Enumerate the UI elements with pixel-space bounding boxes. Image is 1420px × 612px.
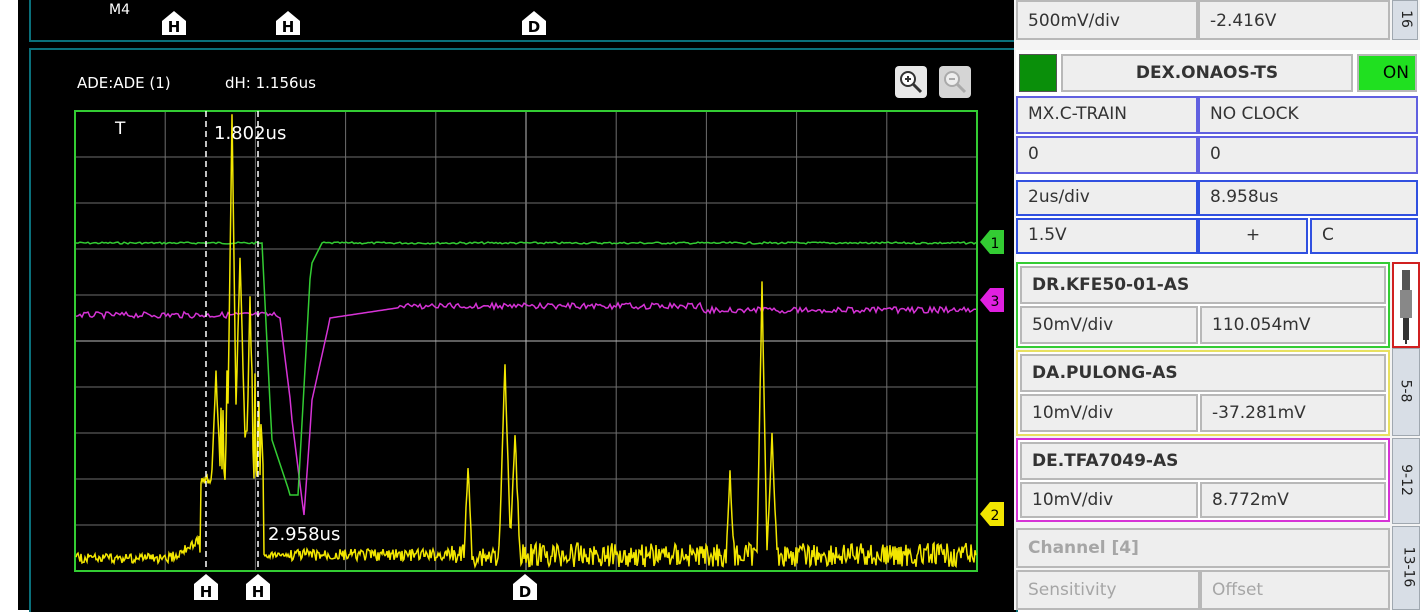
probe-button[interactable] xyxy=(1392,262,1420,348)
m4-label: M4 xyxy=(109,2,130,18)
on-toggle[interactable]: ON xyxy=(1357,54,1417,92)
mode-field[interactable]: MX.C-TRAIN xyxy=(1016,96,1198,134)
h-marker-icon[interactable]: H xyxy=(194,574,218,601)
zoom-out-icon xyxy=(944,71,967,94)
svg-text:D: D xyxy=(519,583,531,601)
tab-13-16-top[interactable]: 16 xyxy=(1392,0,1418,40)
trigger-label: T xyxy=(114,119,126,139)
zoom-in-icon xyxy=(900,71,923,94)
value-2-field[interactable]: 0 xyxy=(1198,136,1418,174)
prev-sensitivity-field[interactable]: 500mV/div xyxy=(1016,0,1198,40)
channel-1-trace xyxy=(75,241,977,496)
value-1-field[interactable]: 0 xyxy=(1016,136,1198,174)
channel-1-offset[interactable]: 110.054mV xyxy=(1200,306,1386,344)
channel-2-name[interactable]: DA.PULONG-AS xyxy=(1020,354,1386,392)
waveform-display[interactable]: T 1.802us 2.958us 1 3 2 H H D xyxy=(0,0,1020,610)
channel-3-sensitivity[interactable]: 10mV/div xyxy=(1020,482,1198,518)
d-marker-icon[interactable]: D xyxy=(521,10,547,36)
prev-offset-field[interactable]: -2.416V xyxy=(1198,0,1390,40)
probe-icon xyxy=(1400,270,1412,344)
svg-text:H: H xyxy=(168,18,181,36)
channel-3-offset[interactable]: 8.772mV xyxy=(1200,482,1386,518)
channel-2-sensitivity[interactable]: 10mV/div xyxy=(1020,394,1198,432)
svg-text:H: H xyxy=(200,583,213,601)
previous-scope-strip: M4 H H D xyxy=(29,0,1018,42)
timebase-color-swatch xyxy=(1019,54,1057,92)
channel-2-trace xyxy=(75,114,977,569)
zoom-out-button[interactable] xyxy=(939,66,971,98)
left-margin xyxy=(0,0,18,610)
zoom-in-button[interactable] xyxy=(895,66,927,98)
tab-5-8[interactable]: 5-8 xyxy=(1392,348,1420,436)
channel-3-marker[interactable]: 3 xyxy=(980,288,1004,312)
cursor-top-value: 1.802us xyxy=(214,123,286,144)
channel-1-sensitivity[interactable]: 50mV/div xyxy=(1020,306,1198,344)
slope-field[interactable]: + xyxy=(1198,218,1308,254)
channel-1-name[interactable]: DR.KFE50-01-AS xyxy=(1020,266,1386,304)
tab-13-16[interactable]: 13-16 xyxy=(1392,526,1420,610)
channel-4-offset[interactable]: Offset xyxy=(1200,570,1390,610)
channel-1-marker[interactable]: 1 xyxy=(980,230,1004,254)
svg-text:D: D xyxy=(528,18,540,36)
channel-4-sensitivity[interactable]: Sensitivity xyxy=(1016,570,1200,610)
timebase-name[interactable]: DEX.ONAOS-TS xyxy=(1061,54,1353,92)
svg-text:2: 2 xyxy=(991,508,1000,524)
svg-text:1: 1 xyxy=(991,236,1000,252)
time-div-field[interactable]: 2us/div xyxy=(1016,180,1198,216)
plot-border xyxy=(74,110,978,572)
channel-2-offset[interactable]: -37.281mV xyxy=(1200,394,1386,432)
channel-2-marker[interactable]: 2 xyxy=(980,502,1004,526)
d-marker-icon[interactable]: D xyxy=(513,574,537,601)
svg-text:3: 3 xyxy=(991,294,1000,310)
tab-9-12[interactable]: 9-12 xyxy=(1392,438,1420,524)
h-marker-icon[interactable]: H xyxy=(161,10,187,36)
delay-field[interactable]: 8.958us xyxy=(1198,180,1418,216)
channel-3-name[interactable]: DE.TFA7049-AS xyxy=(1020,442,1386,480)
channel-3-trace xyxy=(75,301,976,516)
trigger-level-field[interactable]: 1.5V xyxy=(1016,218,1198,254)
h-marker-icon[interactable]: H xyxy=(275,10,301,36)
clock-field[interactable]: NO CLOCK xyxy=(1198,96,1418,134)
svg-text:H: H xyxy=(252,583,265,601)
coupling-field[interactable]: C xyxy=(1310,218,1418,254)
channel-4-name[interactable]: Channel [4] xyxy=(1016,528,1390,568)
svg-text:H: H xyxy=(282,18,295,36)
scope-title: ADE:ADE (1) xyxy=(77,74,171,92)
scope-panel: ADE:ADE (1) dH: 1.156us xyxy=(29,48,1018,612)
cursor-bottom-value: 2.958us xyxy=(268,524,340,545)
delta-h-readout: dH: 1.156us xyxy=(225,74,316,92)
h-marker-icon[interactable]: H xyxy=(246,574,270,601)
